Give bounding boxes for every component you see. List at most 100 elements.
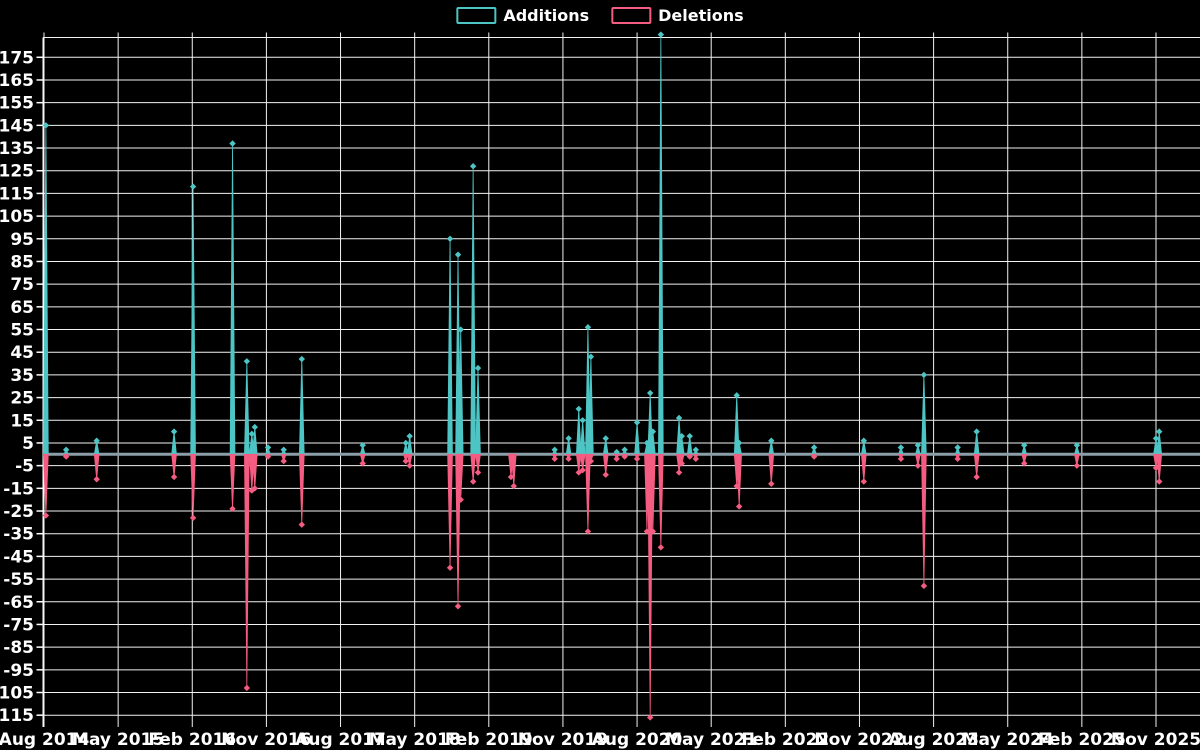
- additions-legend-label: Additions: [503, 5, 590, 25]
- spike: [447, 453, 453, 568]
- spike: [475, 453, 481, 473]
- data-point-marker: [954, 444, 961, 451]
- x-tick-label: May 2024: [962, 730, 1054, 750]
- data-point-marker: [298, 355, 305, 363]
- data-point-marker: [551, 446, 558, 453]
- data-point-marker: [954, 455, 961, 463]
- spike: [921, 374, 927, 455]
- x-tick-label: Feb 2025: [1038, 730, 1126, 750]
- data-point-marker: [646, 389, 654, 397]
- data-point-marker: [860, 437, 867, 444]
- y-tick-label: 105: [0, 207, 34, 227]
- y-tick-label: -55: [3, 570, 34, 590]
- data-point-marker: [1021, 460, 1028, 467]
- data-point-marker: [189, 183, 197, 190]
- data-point-marker: [973, 428, 980, 435]
- data-point-marker: [692, 455, 700, 463]
- data-point-marker: [359, 460, 366, 467]
- data-point-marker: [686, 453, 693, 460]
- data-point-marker: [602, 435, 609, 442]
- data-point-marker: [735, 503, 743, 510]
- data-point-marker: [914, 442, 922, 449]
- spike: [470, 166, 476, 455]
- spike: [457, 453, 464, 500]
- data-point-marker: [768, 437, 775, 444]
- data-point-marker: [643, 439, 651, 447]
- data-point-marker: [474, 364, 482, 372]
- data-point-marker: [243, 358, 251, 365]
- x-tick-label: Feb 2019: [445, 730, 533, 750]
- gridlines: [43, 32, 1200, 727]
- data-point-marker: [229, 140, 236, 147]
- spike: [251, 453, 258, 489]
- data-point-marker: [1156, 478, 1163, 485]
- y-tick-label: 125: [0, 162, 34, 182]
- y-tick-label: 75: [10, 275, 34, 295]
- spike: [280, 453, 287, 463]
- data-point-marker: [575, 405, 582, 413]
- spike: [1156, 453, 1163, 482]
- data-point-marker: [914, 462, 922, 469]
- data-point-marker: [446, 564, 454, 571]
- spike: [973, 453, 980, 478]
- spike: [171, 453, 177, 478]
- spike: [860, 453, 867, 482]
- y-tick-label: 155: [0, 94, 34, 114]
- data-point-marker: [579, 466, 586, 474]
- y-tick-label: 35: [10, 366, 34, 386]
- x-tick-label: Aug 2017: [295, 730, 386, 750]
- legend-item-deletions[interactable]: Deletions: [611, 7, 744, 24]
- data-point-marker: [643, 528, 651, 535]
- legend-item-additions[interactable]: Additions: [456, 7, 589, 24]
- y-tick-label: -75: [3, 615, 34, 635]
- data-point-marker: [446, 235, 454, 242]
- data-point-marker: [768, 480, 775, 487]
- data-point-marker: [613, 455, 620, 463]
- spike: [43, 453, 49, 516]
- spike: [579, 453, 586, 471]
- x-tick-label: Nov 2025: [1111, 730, 1200, 750]
- data-point-marker: [457, 496, 464, 503]
- spike: [587, 453, 594, 463]
- y-tick-label: -5: [15, 457, 34, 477]
- data-point-marker: [264, 444, 272, 451]
- data-point-marker: [686, 432, 693, 440]
- data-point-marker: [359, 442, 366, 449]
- data-point-marker: [735, 439, 743, 447]
- y-tick-label: 175: [0, 48, 34, 68]
- data-point-marker: [920, 371, 928, 379]
- spike: [736, 453, 742, 507]
- data-point-marker: [280, 446, 287, 453]
- x-tick-label: Nov 2019: [518, 730, 608, 750]
- data-point-marker: [733, 392, 740, 399]
- x-tick-label: Feb 2022: [741, 730, 829, 750]
- data-point-marker: [251, 423, 259, 431]
- y-tick-label: 25: [10, 389, 34, 409]
- spike: [470, 453, 476, 482]
- spike: [658, 34, 664, 455]
- data-point-marker: [565, 435, 572, 442]
- y-tick-label: -85: [3, 638, 34, 658]
- spike: [190, 186, 196, 455]
- y-tick-label: -115: [0, 706, 34, 726]
- data-point-marker: [474, 469, 482, 476]
- x-tick-label: Aug 2020: [592, 730, 683, 750]
- data-point-marker: [649, 428, 657, 435]
- spike: [406, 453, 413, 466]
- deletions-swatch-icon: [611, 7, 652, 24]
- data-point-marker: [62, 453, 70, 460]
- data-point-marker: [251, 485, 259, 492]
- data-point-marker: [243, 684, 251, 692]
- spike: [298, 453, 305, 525]
- spike: [585, 453, 591, 532]
- y-tick-label: 65: [10, 298, 34, 318]
- spike: [510, 453, 517, 487]
- data-point-marker: [1073, 462, 1081, 469]
- y-tick-label: 15: [10, 411, 34, 431]
- data-point-marker: [42, 512, 50, 519]
- data-point-marker: [633, 419, 641, 426]
- data-point-marker: [469, 478, 477, 485]
- spike: [579, 420, 586, 455]
- x-tick-label: May 2015: [72, 730, 164, 750]
